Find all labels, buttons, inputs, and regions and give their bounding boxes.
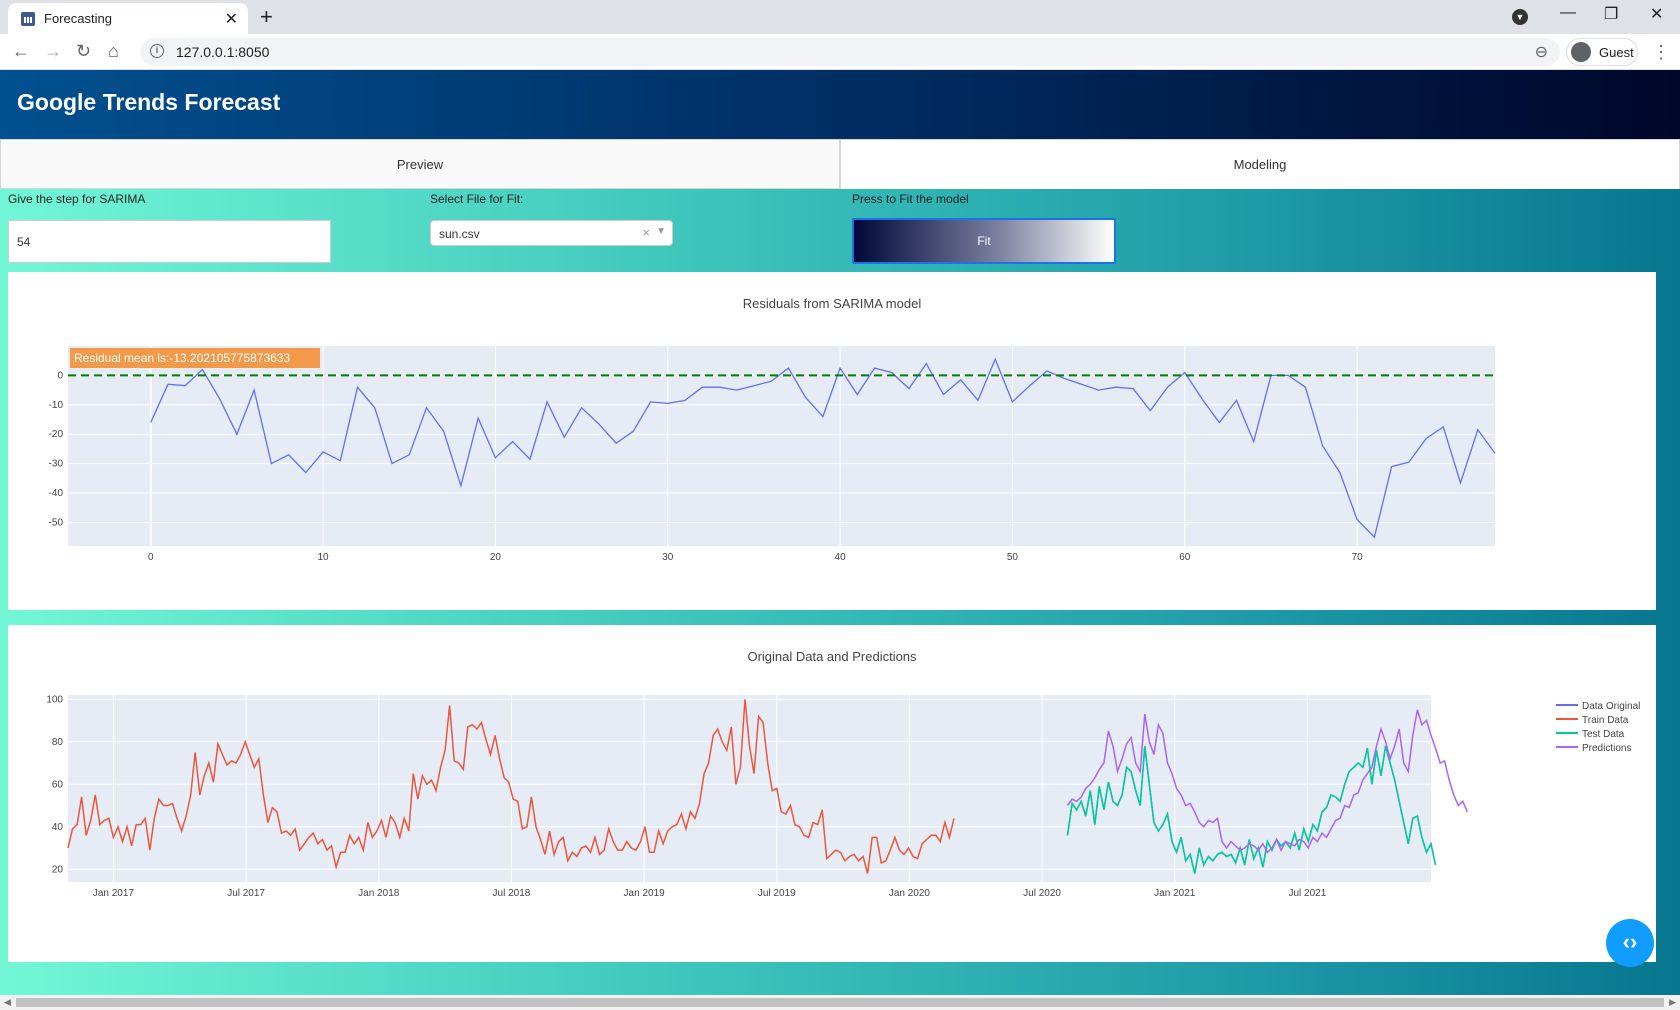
legend-entry: Train Data	[1582, 715, 1629, 726]
fit-button[interactable]: Fit	[852, 218, 1116, 264]
chart-favicon-icon	[21, 12, 35, 26]
reload-icon[interactable]: ↻	[76, 41, 92, 61]
y-tick-label: -50	[49, 517, 64, 528]
info-icon[interactable]: i	[150, 44, 164, 58]
app-header: Google Trends Forecast	[0, 70, 1680, 139]
x-tick-label: Jul 2021	[1289, 888, 1327, 899]
new-tab-icon[interactable]: +	[260, 4, 273, 29]
step-input[interactable]	[8, 220, 331, 263]
forward-icon[interactable]: →	[44, 41, 62, 61]
x-tick-label: Jul 2017	[227, 888, 265, 899]
residuals-chart[interactable]: 0 10 20 30 40 50 60 70 0 -10 -20 -30 -40 -50 Residual …	[8, 272, 1656, 610]
plot-area	[68, 695, 1431, 882]
y-tick-label: 100	[46, 694, 63, 705]
profile-label: Guest	[1599, 45, 1634, 60]
x-tick-label: Jan 2019	[624, 888, 666, 899]
tab-search-icon[interactable]: ▼	[1512, 9, 1528, 25]
back-icon[interactable]: ←	[12, 41, 30, 61]
close-tab-icon[interactable]: ✕	[224, 11, 238, 28]
app-title: Google Trends Forecast	[17, 89, 281, 115]
address-url[interactable]: 127.0.0.1:8050	[176, 44, 270, 60]
legend-entry: Data Original	[1582, 701, 1640, 712]
file-dropdown-value: sun.csv	[439, 227, 480, 241]
profile-button[interactable]: Guest	[1566, 38, 1638, 66]
predictions-chart[interactable]: Jan 2017 Jul 2017 Jan 2018 Jul 2018 Jan 2019…	[8, 625, 1656, 962]
restore-icon[interactable]: ❐	[1604, 6, 1619, 23]
predictions-panel: Original Data and Predictions Jan 2017 Ju…	[8, 625, 1656, 962]
browser-toolbar: ← → ↻ ⌂ i 127.0.0.1:8050 ⊖ Guest ⋮	[0, 34, 1680, 70]
x-tick-label: 50	[1007, 552, 1019, 563]
x-tick-label: 20	[490, 552, 502, 563]
annotation-box	[70, 348, 320, 368]
tab-preview[interactable]: Preview	[0, 139, 840, 189]
file-label: Select File for Fit:	[430, 192, 524, 206]
residuals-chart-title: Residuals from SARIMA model	[742, 296, 922, 311]
tab-modeling[interactable]: Modeling	[840, 139, 1680, 189]
x-tick-label: 70	[1352, 552, 1364, 563]
residual-mean-annotation: Residual mean is:-13.202105775873633	[74, 351, 290, 365]
browser-tab[interactable]: Forecasting ✕	[8, 3, 248, 34]
legend-entry: Test Data	[1582, 729, 1625, 740]
x-tick-label: 40	[835, 552, 847, 563]
y-tick-label: 80	[52, 737, 64, 748]
code-toggle-icon[interactable]: ‹›	[1606, 919, 1654, 967]
plot-area	[68, 346, 1495, 546]
y-tick-label: 0	[57, 370, 63, 381]
app-tabs: Preview Modeling	[0, 139, 1680, 189]
y-tick-label: 20	[52, 864, 64, 875]
predictions-chart-title: Original Data and Predictions	[747, 649, 917, 664]
x-tick-label: 60	[1179, 552, 1191, 563]
series-line-test-data	[1066, 745, 1437, 874]
y-tick-label: 60	[52, 779, 64, 790]
y-tick-label: -40	[49, 488, 64, 499]
series-line-train-data	[67, 699, 955, 874]
y-tick-label: -10	[49, 400, 64, 411]
scrollbar-thumb[interactable]	[16, 998, 1664, 1007]
clear-icon[interactable]: ×	[642, 225, 650, 240]
profile-icon	[1571, 42, 1591, 62]
x-tick-label: Jul 2019	[758, 888, 796, 899]
browser-tabbar: Forecasting ✕ + ▼ — ❐ ✕	[0, 0, 1680, 34]
y-tick-label: -30	[49, 459, 64, 470]
scroll-right-icon[interactable]: ▶	[1669, 997, 1676, 1007]
window-close-icon[interactable]: ✕	[1650, 6, 1664, 23]
address-bar[interactable]: i 127.0.0.1:8050 ⊖	[140, 38, 1560, 66]
x-tick-label: 0	[148, 552, 154, 563]
home-icon[interactable]: ⌂	[108, 41, 119, 61]
y-tick-label: 40	[52, 822, 64, 833]
fit-label: Press to Fit the model	[852, 192, 969, 206]
x-tick-label: Jan 2021	[1154, 888, 1196, 899]
app-background: Google Trends Forecast Preview Modeling …	[0, 70, 1680, 995]
x-tick-label: 30	[662, 552, 674, 563]
file-dropdown[interactable]: sun.csv × ▼	[430, 220, 673, 246]
x-tick-label: Jul 2020	[1023, 888, 1061, 899]
x-tick-label: Jan 2017	[93, 888, 135, 899]
y-tick-label: -20	[49, 429, 64, 440]
x-tick-label: Jan 2018	[358, 888, 400, 899]
step-label: Give the step for SARIMA	[8, 192, 146, 206]
residuals-panel: Residuals from SARIMA model 0 10 20 30 40 50 6…	[8, 272, 1656, 610]
legend-entry: Predictions	[1582, 743, 1631, 754]
x-tick-label: Jul 2018	[493, 888, 531, 899]
horizontal-scrollbar[interactable]: ◀ ▶	[0, 995, 1680, 1010]
x-tick-label: Jan 2020	[889, 888, 931, 899]
menu-icon[interactable]: ⋮	[1652, 42, 1670, 62]
zoom-icon[interactable]: ⊖	[1534, 44, 1548, 61]
browser-tab-title: Forecasting	[44, 11, 112, 26]
x-tick-label: 10	[318, 552, 330, 563]
minimize-icon[interactable]: —	[1560, 4, 1576, 21]
scroll-left-icon[interactable]: ◀	[4, 997, 11, 1007]
series-line-predictions	[1066, 709, 1468, 854]
chevron-down-icon[interactable]: ▼	[656, 226, 666, 237]
